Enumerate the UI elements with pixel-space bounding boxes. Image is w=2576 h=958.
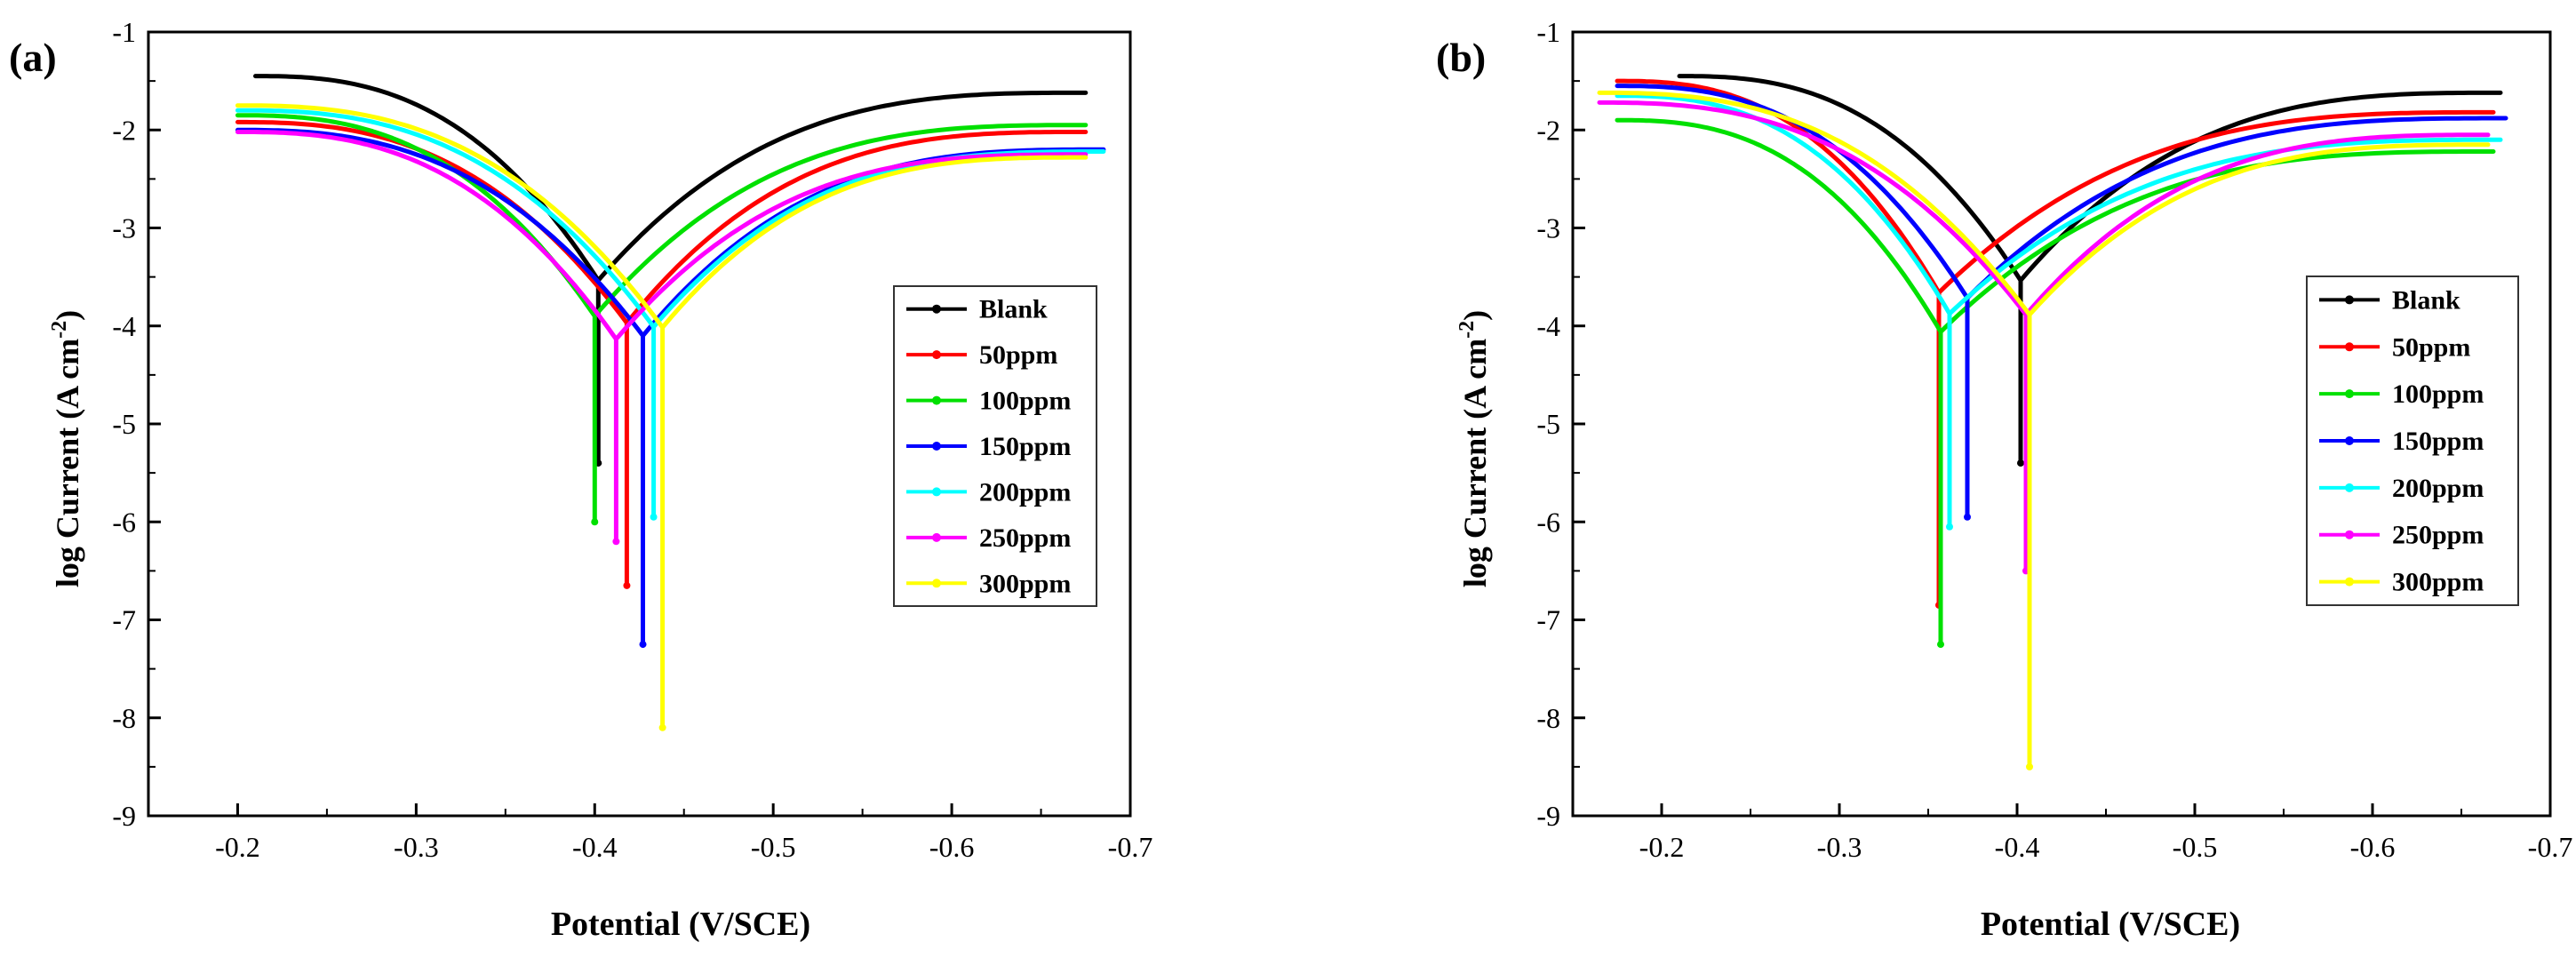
y-axis-title-main: log Current (A cm: [50, 339, 85, 587]
ecorr-point-blank: [2017, 459, 2024, 467]
y-axis-title-close: ): [50, 310, 85, 321]
x-tick-label: -0.6: [2350, 831, 2396, 863]
ecorr-point-50ppm: [623, 581, 631, 589]
y-axis-title: log Current (A cm-2): [48, 310, 85, 587]
y-tick-label: -9: [1536, 800, 1560, 832]
legend-label: 300ppm: [979, 569, 1071, 598]
y-tick-label: -4: [1536, 310, 1560, 342]
y-tick-label: -4: [112, 310, 136, 342]
x-tick-label: -0.7: [1108, 831, 1153, 863]
x-tick-label: -0.6: [929, 831, 975, 863]
x-tick-label: -0.5: [2173, 831, 2218, 863]
y-tick-label: -3: [112, 212, 136, 244]
y-tick-label: -2: [1536, 114, 1560, 146]
ecorr-point-150ppm: [1964, 513, 1971, 521]
legend-label: 100ppm: [979, 387, 1071, 416]
legend-marker: [932, 442, 941, 451]
legend-marker: [932, 304, 941, 314]
legend-marker: [2345, 436, 2354, 445]
legend: Blank 50ppm 100ppm 150ppm 200ppm 250ppm 300ppm: [2306, 275, 2519, 606]
y-tick-label: -9: [112, 800, 136, 832]
x-tick-label: -0.4: [572, 831, 618, 863]
legend-label: 100ppm: [2392, 379, 2484, 409]
ecorr-point-150ppm: [639, 641, 647, 649]
legend-marker: [932, 487, 941, 497]
legend-marker: [2345, 342, 2354, 352]
legend-marker: [2345, 577, 2354, 587]
legend-label: Blank: [979, 295, 1048, 324]
x-tick-label: -0.7: [2528, 831, 2573, 863]
legend-label: 250ppm: [2392, 521, 2484, 550]
ecorr-point-250ppm: [612, 538, 620, 546]
panel-label: (b): [1436, 35, 1486, 80]
legend-marker: [2345, 295, 2354, 305]
legend-marker: [932, 350, 941, 360]
legend-label: 150ppm: [979, 432, 1071, 461]
y-axis-title: log Current (A cm-2): [1455, 310, 1493, 587]
legend-marker: [932, 579, 941, 588]
y-tick-label: -6: [112, 506, 136, 538]
legend-marker: [932, 395, 941, 405]
y-tick-label: -8: [112, 702, 136, 734]
y-tick-label: -7: [112, 604, 136, 636]
y-tick-label: -8: [1536, 702, 1560, 734]
y-axis-title-close: ): [1457, 310, 1493, 321]
x-axis-title: Potential (V/SCE): [1981, 906, 2240, 943]
ecorr-point-300ppm: [2026, 762, 2033, 770]
legend-label: 50ppm: [2392, 332, 2470, 362]
y-tick-label: -6: [1536, 506, 1560, 538]
y-axis-title-superscript: -2: [48, 321, 71, 339]
ecorr-point-300ppm: [658, 723, 666, 731]
legend: Blank 50ppm 100ppm 150ppm 200ppm 250ppm 300ppm: [893, 285, 1097, 607]
legend-label: 250ppm: [979, 523, 1071, 553]
panel-label: (a): [9, 35, 57, 80]
legend-label: 150ppm: [2392, 427, 2484, 456]
y-tick-label: -2: [112, 114, 136, 146]
y-axis-title-main: log Current (A cm: [1457, 339, 1493, 587]
legend-marker: [2345, 389, 2354, 399]
legend-label: 50ppm: [979, 340, 1057, 370]
series-layer: [235, 74, 1106, 731]
y-axis-title-superscript: -2: [1455, 321, 1479, 339]
legend-marker: [2345, 530, 2354, 539]
x-tick-label: -0.2: [1639, 831, 1685, 863]
legend-label: 300ppm: [2392, 568, 2484, 597]
y-tick-label: -5: [112, 408, 136, 440]
x-tick-label: -0.3: [1817, 831, 1862, 863]
y-tick-label: -7: [1536, 604, 1560, 636]
y-tick-label: -1: [112, 16, 136, 48]
legend-marker: [932, 532, 941, 542]
legend-label: 200ppm: [979, 477, 1071, 507]
x-tick-label: -0.3: [394, 831, 439, 863]
panel-a: (a) Potential (V/SCE) log Current (A cm-…: [9, 16, 1152, 943]
y-tick-label: -5: [1536, 408, 1560, 440]
ecorr-point-100ppm: [1937, 641, 1944, 649]
x-tick-label: -0.5: [751, 831, 796, 863]
legend-marker: [2345, 483, 2354, 492]
panel-b: (b) Potential (V/SCE) log Current (A cm-…: [1436, 16, 2572, 943]
legend-label: Blank: [2392, 285, 2460, 315]
y-tick-label: -1: [1536, 16, 1560, 48]
y-tick-label: -3: [1536, 212, 1560, 244]
series-layer: [1597, 74, 2508, 770]
x-tick-label: -0.4: [1995, 831, 2040, 863]
legend-label: 200ppm: [2392, 474, 2484, 503]
ecorr-point-200ppm: [1946, 523, 1953, 531]
x-tick-label: -0.2: [215, 831, 260, 863]
x-axis-title: Potential (V/SCE): [551, 906, 810, 943]
ecorr-point-100ppm: [591, 518, 599, 526]
ecorr-point-200ppm: [650, 513, 658, 521]
